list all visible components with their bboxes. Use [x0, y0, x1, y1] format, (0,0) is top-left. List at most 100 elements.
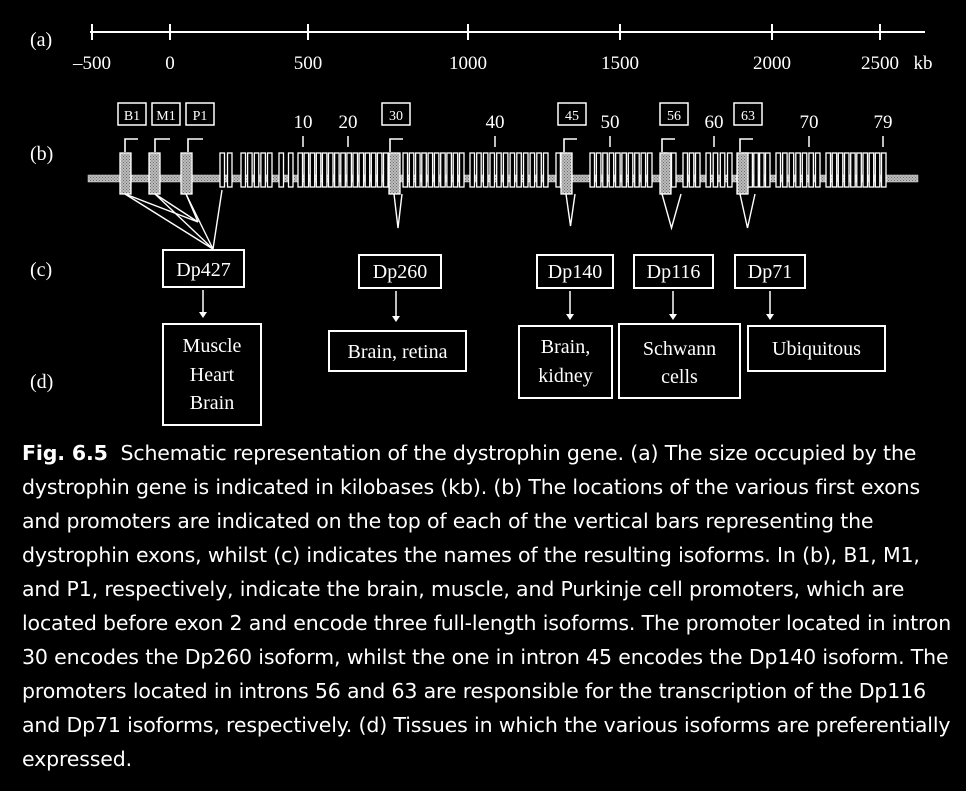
- tissue-line: Brain, retina: [348, 341, 448, 363]
- promoter-exon-bar: [388, 152, 401, 195]
- promoter-label-30: 30: [389, 109, 403, 124]
- exon-number-label: 20: [339, 112, 358, 133]
- exon-bar: [775, 152, 782, 188]
- scale-unit-label: kb: [914, 53, 933, 74]
- promoter-bracket: [389, 138, 403, 152]
- exon-bar: [614, 152, 621, 188]
- exon-number-labels: 10 20 40 50 60 70 79: [294, 112, 893, 147]
- isoform-arrows: [199, 290, 774, 322]
- promoter-bracket: [661, 138, 675, 152]
- tissue-line: Muscle: [183, 335, 242, 357]
- transcript-pointer-chevron: [661, 193, 682, 231]
- exon-number-label: 40: [486, 112, 505, 133]
- exon-bar: [297, 152, 304, 188]
- transcript-pointer-line: [154, 193, 199, 223]
- promoter-bracket: [187, 138, 203, 152]
- transcript-pointer-line: [212, 189, 223, 250]
- transcript-pointer-chevron: [393, 193, 403, 229]
- isoform-box-dp116: [633, 254, 714, 289]
- exon-bar: [781, 152, 788, 188]
- tissue-box-dp71: [747, 325, 886, 372]
- exon-number-label: 70: [800, 112, 819, 133]
- exon-bar: [634, 152, 640, 188]
- promoter-label-45: 45: [565, 109, 579, 124]
- exon-bar: [529, 152, 536, 188]
- scale-tick-label: –500: [72, 53, 111, 74]
- exon-bar: [266, 152, 273, 188]
- transcript-pointer-line: [185, 193, 199, 223]
- dystrophin-gene-diagram: (a) (b) (c) (d) –500 0 500 1000 1500 200…: [30, 24, 933, 426]
- row-label-a: (a): [30, 29, 52, 51]
- scale-tick-label: 1500: [601, 53, 639, 74]
- exon-bar: [364, 152, 371, 188]
- promoter-label-p1: P1: [193, 109, 208, 124]
- exon-bar: [856, 152, 862, 188]
- transcript-pointer-line: [124, 193, 214, 250]
- exon-bar: [502, 152, 509, 188]
- promoter-exon-bar: [148, 152, 161, 195]
- scale-tick-label: 2000: [753, 53, 791, 74]
- exon-bar: [688, 152, 695, 188]
- exon-bar: [421, 152, 427, 188]
- arrow-head: [766, 314, 774, 320]
- tissue-box-dp116: [618, 323, 741, 399]
- row-label-b: (b): [30, 143, 53, 165]
- exon-bar: [682, 152, 689, 188]
- exon-bar: [788, 152, 795, 188]
- exon-bar: [694, 152, 701, 188]
- exon-number-label: 50: [601, 112, 620, 133]
- promoter-brackets: [124, 138, 753, 152]
- promoter-labels: B1 M1 P1 30 45 56 63: [117, 102, 763, 126]
- tissue-line: Brain,: [541, 336, 590, 358]
- figure-caption: Fig. 6.5 Schematic representation of the…: [22, 436, 952, 776]
- arrow-head: [566, 314, 574, 320]
- exon-bar: [602, 152, 608, 188]
- scale-tick-label: 1000: [449, 53, 487, 74]
- arrow-head: [669, 314, 677, 320]
- exon-bar: [309, 152, 316, 188]
- isoform-name: Dp140: [548, 261, 602, 283]
- transcript-pointer-chevron: [739, 193, 756, 229]
- isoform-name: Dp116: [647, 261, 701, 283]
- isoform-box-dp140: [536, 254, 614, 289]
- promoter-label-63: 63: [741, 109, 755, 124]
- promoter-exon-bar: [736, 152, 749, 195]
- exon-bar: [764, 152, 771, 188]
- exon-bar: [458, 152, 465, 188]
- exon-number-label: 79: [874, 112, 893, 133]
- row-label-d: (d): [30, 371, 53, 393]
- exon-bar: [226, 152, 233, 188]
- arrow-head: [392, 316, 400, 322]
- arrow-head: [199, 312, 207, 318]
- promoter-exon-bar: [560, 152, 573, 195]
- promoter-label-b1: B1: [124, 109, 140, 124]
- tissue-line: Heart: [190, 364, 235, 386]
- exon-bar: [542, 152, 549, 188]
- transcript-pointer-line: [124, 193, 199, 223]
- exon-bar: [608, 152, 615, 188]
- scale-tick-label: 2500: [861, 53, 899, 74]
- scale-tick-label: 500: [294, 53, 323, 74]
- exon-bar: [352, 152, 359, 188]
- row-label-c: (c): [30, 259, 52, 281]
- exon-bar: [868, 152, 875, 188]
- exon-bar: [850, 152, 856, 188]
- exon-bar: [246, 152, 253, 188]
- exon-bar: [346, 152, 353, 188]
- promoter-bracket: [739, 138, 753, 152]
- exon-bar: [287, 152, 294, 188]
- transcript-pointer-line: [154, 193, 214, 250]
- exon-bar: [801, 152, 808, 188]
- tissue-row: Muscle Heart Brain Brain, retina Brain, …: [162, 323, 886, 426]
- isoform-name: Dp71: [748, 261, 792, 283]
- exon-bar: [476, 152, 482, 188]
- exon-bar: [753, 152, 759, 188]
- promoter-exon-bar: [180, 152, 193, 195]
- promoter-label-m1: M1: [156, 109, 175, 124]
- exon-bar: [427, 152, 434, 188]
- exon-bar: [219, 152, 226, 188]
- exon-bar: [831, 152, 838, 188]
- exon-bar: [555, 152, 562, 188]
- exon-bar: [726, 152, 733, 188]
- figure-label: Fig. 6.5: [22, 441, 108, 465]
